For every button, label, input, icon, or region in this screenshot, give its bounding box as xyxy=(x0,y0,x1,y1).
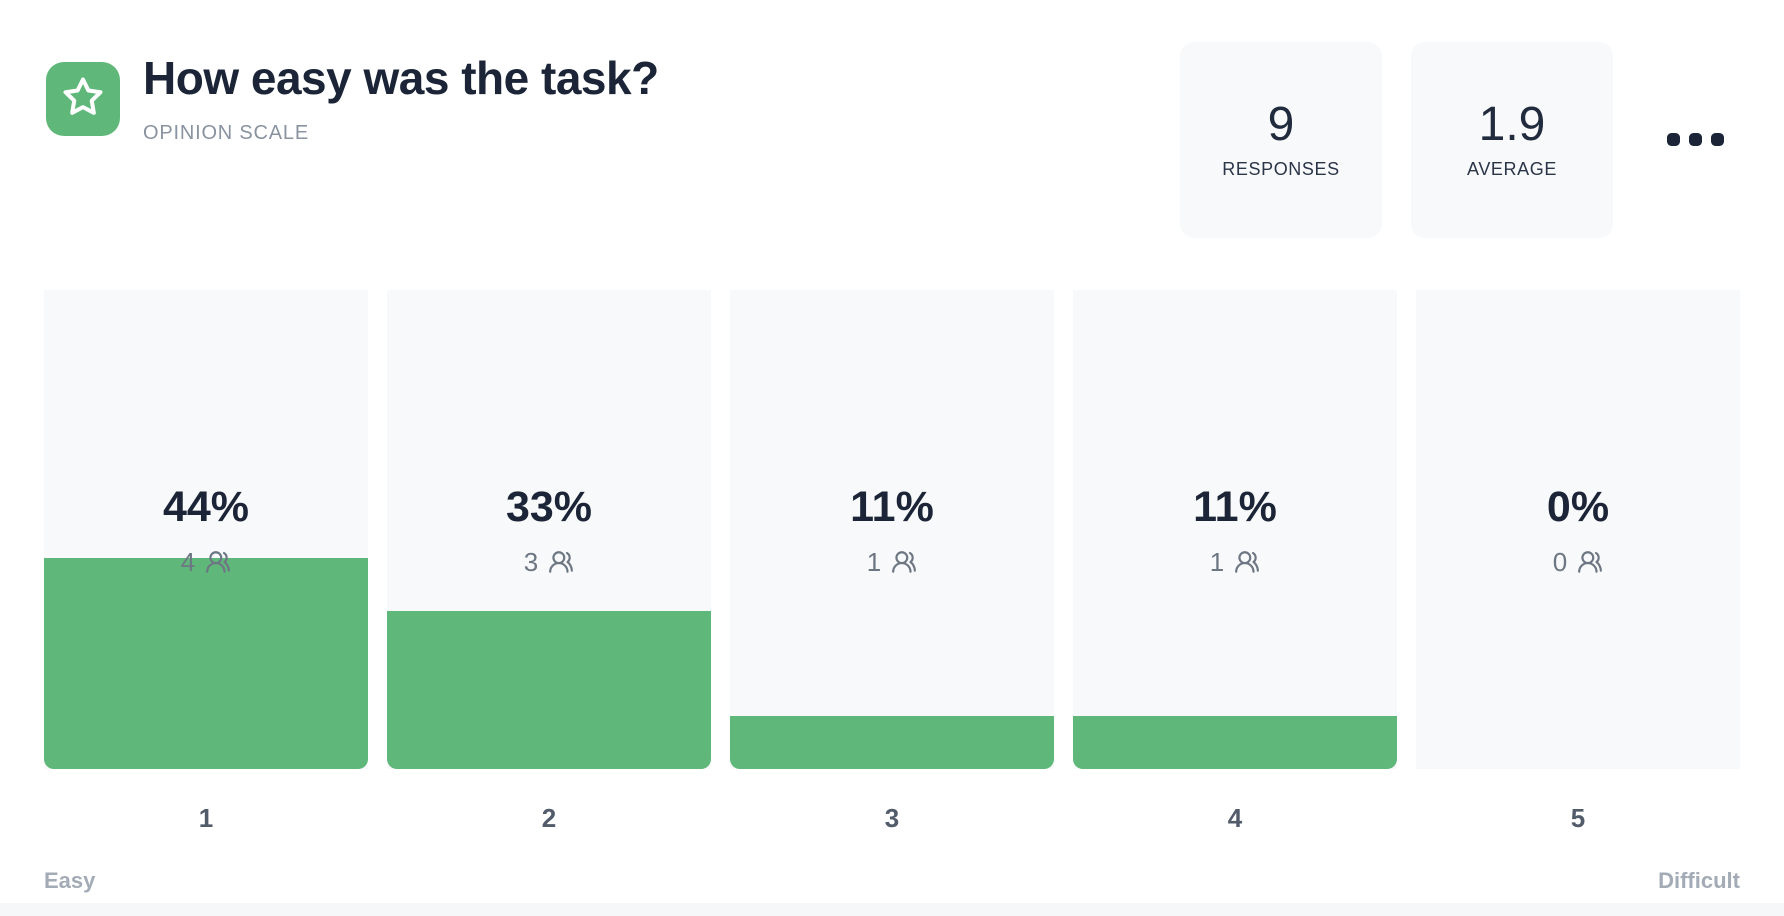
responses-label: RESPONSES xyxy=(1222,159,1340,180)
people-icon xyxy=(205,549,231,575)
respondent-count-value: 1 xyxy=(1209,546,1225,577)
scale-value-labels: 1 2 3 4 5 xyxy=(44,800,1740,836)
average-value: 1.9 xyxy=(1478,97,1546,151)
bar-fill xyxy=(1073,716,1397,769)
respondent-count-value: 1 xyxy=(866,546,882,577)
bar-fill xyxy=(387,610,711,769)
scale-value-label: 3 xyxy=(884,803,900,833)
scale-value-label: 2 xyxy=(541,803,557,833)
respondent-count: 1 xyxy=(730,547,1054,577)
responses-count: 9 xyxy=(1267,97,1295,151)
people-icon xyxy=(548,549,574,575)
question-type-label: OPINION SCALE xyxy=(143,122,309,144)
average-stat-card: 1.9 AVERAGE xyxy=(1411,42,1613,238)
percent-label: 11% xyxy=(850,483,934,531)
average-label: AVERAGE xyxy=(1467,159,1557,180)
bar-fill xyxy=(44,558,368,769)
opinion-scale-column: 11% 1 xyxy=(730,290,1054,769)
respondent-count-value: 3 xyxy=(523,546,539,577)
respondent-count-value: 4 xyxy=(180,546,196,577)
opinion-scale-column: 33% 3 xyxy=(387,290,711,769)
percent-label: 33% xyxy=(505,483,593,531)
percent-label: 0% xyxy=(1546,483,1610,531)
respondent-count: 4 xyxy=(44,547,368,577)
question-type-badge xyxy=(46,62,120,136)
scale-value-label: 1 xyxy=(198,803,214,833)
ellipsis-icon xyxy=(1711,133,1724,146)
percent-label: 11% xyxy=(1193,483,1277,531)
scale-value-label: 4 xyxy=(1227,803,1243,833)
percent-label: 44% xyxy=(162,483,250,531)
scale-right-endpoint: Difficult xyxy=(1658,868,1740,893)
question-header: How easy was the task? OPINION SCALE xyxy=(143,55,659,145)
question-title: How easy was the task? xyxy=(143,52,659,104)
opinion-scale-column: 11% 1 xyxy=(1073,290,1397,769)
scale-endpoints: Easy Difficult xyxy=(44,868,1740,894)
bar-fill xyxy=(730,716,1054,769)
respondent-count: 0 xyxy=(1416,547,1740,577)
opinion-scale-column: 44% 4 xyxy=(44,290,368,769)
opinion-scale-chart: 44% 4 33% 3 xyxy=(44,290,1740,769)
card-bottom-divider xyxy=(0,903,1784,916)
star-icon xyxy=(62,76,104,123)
ellipsis-icon xyxy=(1667,133,1680,146)
respondent-count-value: 0 xyxy=(1552,546,1568,577)
responses-stat-card: 9 RESPONSES xyxy=(1180,42,1382,238)
people-icon xyxy=(891,549,917,575)
more-options-button[interactable] xyxy=(1663,129,1728,150)
scale-value-label: 5 xyxy=(1570,803,1586,833)
people-icon xyxy=(1577,549,1603,575)
ellipsis-icon xyxy=(1689,133,1702,146)
respondent-count: 1 xyxy=(1073,547,1397,577)
respondent-count: 3 xyxy=(387,547,711,577)
people-icon xyxy=(1234,549,1260,575)
scale-left-endpoint: Easy xyxy=(44,868,96,893)
opinion-scale-column: 0% 0 xyxy=(1416,290,1740,769)
